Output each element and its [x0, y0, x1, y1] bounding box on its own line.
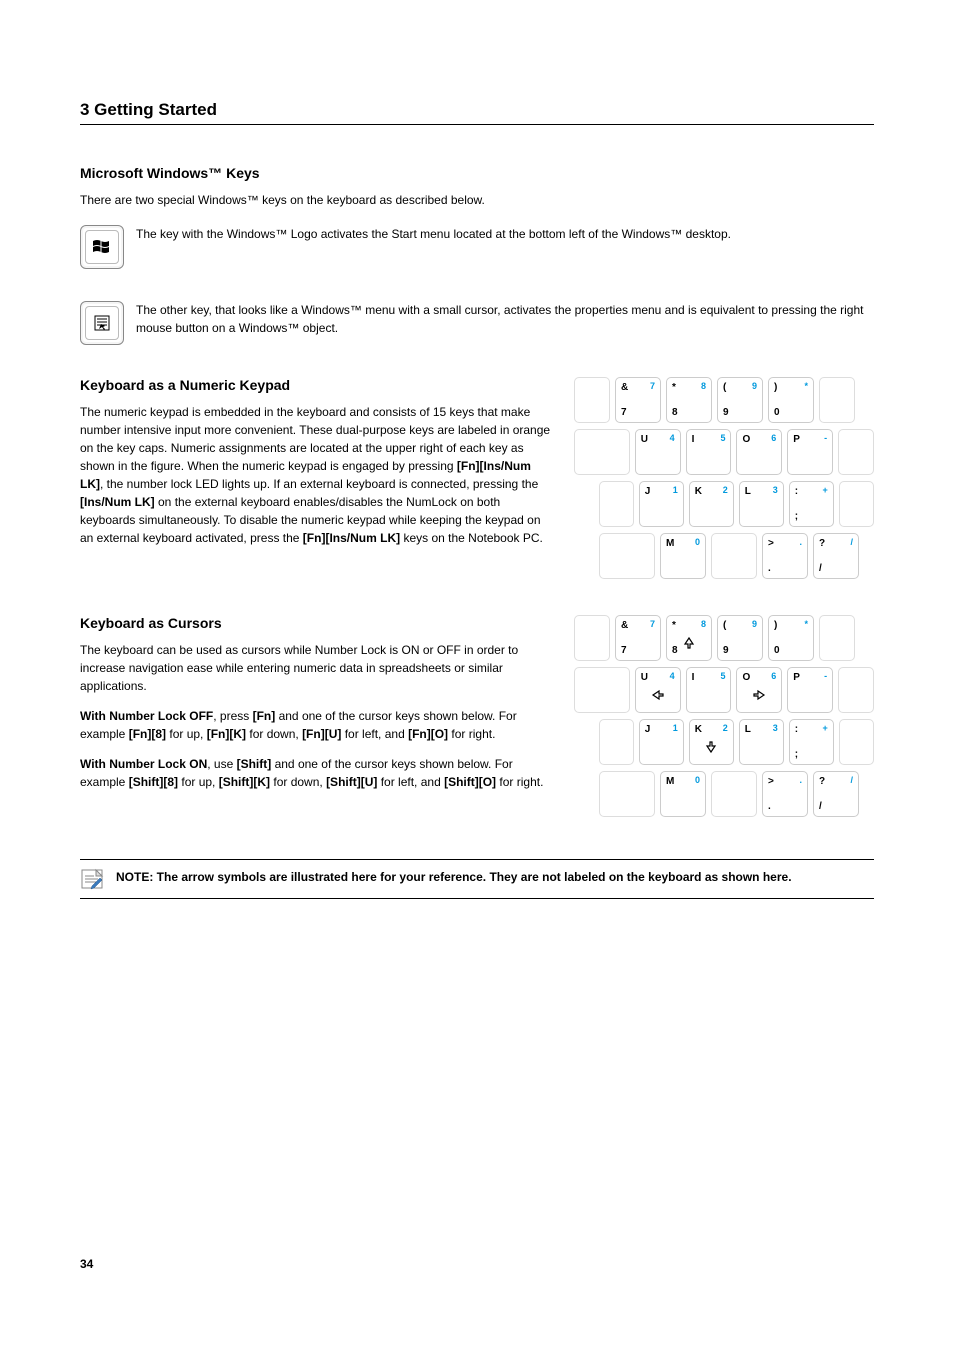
section-number-title: 3 Getting Started — [80, 100, 217, 119]
keypad-key: ?// — [813, 533, 859, 579]
menu-key-icon — [80, 301, 124, 345]
keypad-partial-key — [599, 719, 634, 765]
numeric-keypad-section: Keyboard as a Numeric Keypad The numeric… — [80, 377, 874, 585]
ms-keys-section: Microsoft Windows™ Keys There are two sp… — [80, 165, 874, 345]
keypad-key: L3 — [739, 481, 784, 527]
note-icon — [80, 868, 106, 890]
note-text: NOTE: The arrow symbols are illustrated … — [116, 868, 792, 886]
keypad-key: *88 — [666, 615, 712, 661]
keypad-key: )0* — [768, 377, 814, 423]
keypad-key: O6 — [736, 429, 782, 475]
keypad-key: U4 — [635, 667, 681, 713]
keypad-key: K2 — [689, 481, 734, 527]
numeric-title: Keyboard as a Numeric Keypad — [80, 377, 554, 393]
keypad-partial-key — [839, 481, 874, 527]
keypad-key: I5 — [686, 429, 732, 475]
menu-key-desc: The other key, that looks like a Windows… — [136, 301, 874, 345]
keypad-key: O6 — [736, 667, 782, 713]
page-header: 3 Getting Started — [80, 100, 874, 125]
keypad-partial-key — [599, 771, 655, 817]
keypad-key: &77 — [615, 377, 661, 423]
keypad-partial-key — [711, 771, 757, 817]
keypad-key: U4 — [635, 429, 681, 475]
keypad-partial-key — [574, 615, 610, 661]
cursors-title: Keyboard as Cursors — [80, 615, 554, 631]
cursors-body: The keyboard can be used as cursors whil… — [80, 641, 554, 695]
cursor-keypad-diagram: &77*88(99)0* U4I5O6P- J1K2L3:;+ M0 >..?// — [574, 615, 874, 823]
keypad-key: ?// — [813, 771, 859, 817]
keypad-key: (99 — [717, 377, 763, 423]
ms-keys-intro: There are two special Windows™ keys on t… — [80, 191, 874, 209]
keypad-key: P- — [787, 667, 833, 713]
numeric-keypad-diagram: &77*88(99)0* U4I5O6P- J1K2L3:;+ M0 >..?// — [574, 377, 874, 585]
keypad-partial-key — [599, 533, 655, 579]
keypad-partial-key — [819, 615, 855, 661]
windows-logo-key-icon — [80, 225, 124, 269]
keypad-partial-key — [839, 719, 874, 765]
page-number: 34 — [80, 1257, 93, 1271]
keypad-partial-key — [838, 429, 874, 475]
keypad-partial-key — [574, 667, 630, 713]
keypad-partial-key — [819, 377, 855, 423]
keypad-key: >.. — [762, 771, 808, 817]
keypad-key: P- — [787, 429, 833, 475]
keypad-key: J1 — [639, 481, 684, 527]
keypad-key: M0 — [660, 771, 706, 817]
keypad-key: )0* — [768, 615, 814, 661]
ms-keys-title: Microsoft Windows™ Keys — [80, 165, 874, 181]
keypad-partial-key — [574, 429, 630, 475]
keypad-partial-key — [711, 533, 757, 579]
keypad-key: &77 — [615, 615, 661, 661]
keypad-partial-key — [574, 377, 610, 423]
cursors-off-para: With Number Lock OFF, press [Fn] and one… — [80, 707, 554, 743]
keypad-key: J1 — [639, 719, 684, 765]
keypad-partial-key — [599, 481, 634, 527]
keypad-key: M0 — [660, 533, 706, 579]
keypad-key: *88 — [666, 377, 712, 423]
windows-flag-icon — [92, 238, 112, 256]
keypad-key: (99 — [717, 615, 763, 661]
keypad-key: I5 — [686, 667, 732, 713]
keypad-key: >.. — [762, 533, 808, 579]
cursor-keypad-section: Keyboard as Cursors The keyboard can be … — [80, 615, 874, 823]
keypad-key: K2 — [689, 719, 734, 765]
keypad-partial-key — [838, 667, 874, 713]
note-bar: NOTE: The arrow symbols are illustrated … — [80, 859, 874, 899]
context-menu-icon — [93, 315, 111, 331]
keypad-key: :;+ — [789, 481, 834, 527]
keypad-key: :;+ — [789, 719, 834, 765]
numeric-body: The numeric keypad is embedded in the ke… — [80, 403, 554, 547]
keypad-key: L3 — [739, 719, 784, 765]
win-key-desc: The key with the Windows™ Logo activates… — [136, 225, 874, 269]
cursors-on-para: With Number Lock ON, use [Shift] and one… — [80, 755, 554, 791]
